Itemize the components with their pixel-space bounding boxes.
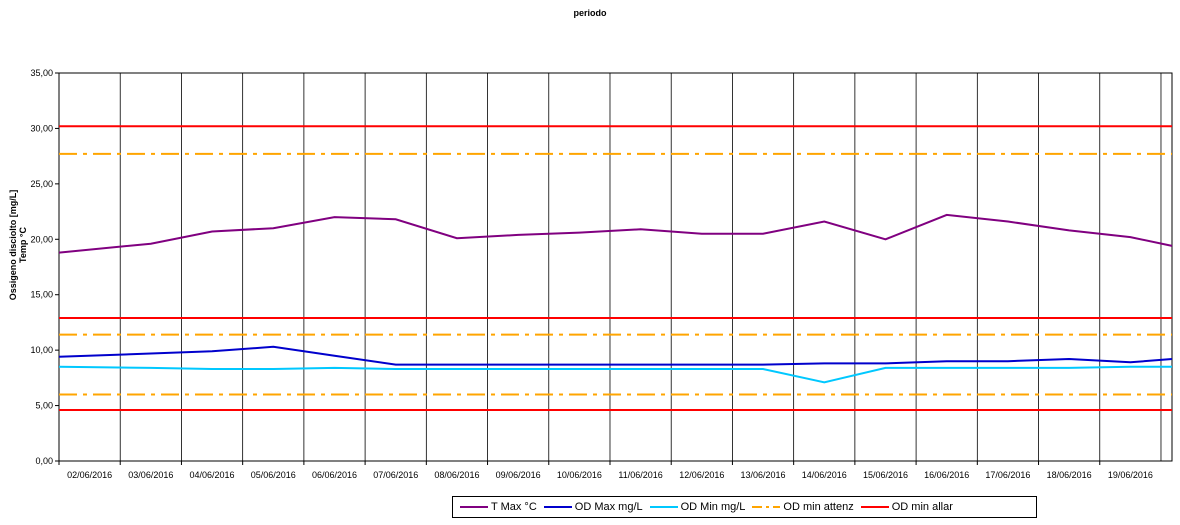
legend-swatch bbox=[860, 506, 889, 508]
y-tick-label: 25,00 bbox=[30, 179, 53, 189]
legend: T Max °C OD Max mg/L OD Min mg/L OD min att… bbox=[452, 496, 1037, 518]
x-tick-label: 04/06/2016 bbox=[190, 470, 235, 480]
x-tick-label: 13/06/2016 bbox=[741, 470, 786, 480]
series-line bbox=[58, 365, 1172, 384]
x-tick-label: 14/06/2016 bbox=[802, 470, 847, 480]
legend-swatch bbox=[649, 506, 678, 508]
x-tick-label: 06/06/2016 bbox=[312, 470, 357, 480]
x-tick-label: 17/06/2016 bbox=[985, 470, 1030, 480]
x-tick-label: 19/06/2016 bbox=[1108, 470, 1153, 480]
legend-entry: OD Max mg/L bbox=[543, 500, 643, 514]
x-tick-label: 09/06/2016 bbox=[496, 470, 541, 480]
y-tick-label: 15,00 bbox=[30, 290, 53, 300]
x-tick-label: 11/06/2016 bbox=[618, 470, 662, 480]
y-tick-label: 35,00 bbox=[30, 68, 53, 78]
x-tick-label: 16/06/2016 bbox=[924, 470, 969, 480]
series-line bbox=[58, 345, 1173, 366]
x-tick-label: 03/06/2016 bbox=[128, 470, 173, 480]
legend-label: OD Min mg/L bbox=[680, 501, 746, 513]
legend-entry: OD min allar bbox=[860, 500, 953, 514]
legend-label: OD min attenz bbox=[783, 501, 854, 513]
legend-label: T Max °C bbox=[491, 501, 537, 513]
y-axis-title-line1: Ossigeno disciolto [mg/L] bbox=[8, 190, 18, 301]
x-tick-label: 10/06/2016 bbox=[557, 470, 602, 480]
x-tick-label: 15/06/2016 bbox=[863, 470, 908, 480]
legend-swatch bbox=[752, 506, 781, 508]
chart-title: periodo bbox=[573, 8, 607, 18]
x-tick-label: 02/06/2016 bbox=[67, 470, 112, 480]
legend-entry: T Max °C bbox=[459, 500, 537, 514]
legend-label: OD min allar bbox=[891, 501, 953, 513]
legend-entry: OD Min mg/L bbox=[649, 500, 746, 514]
x-tick-label: 12/06/2016 bbox=[679, 470, 724, 480]
plot-frame bbox=[58, 72, 1173, 462]
x-tick-label: 05/06/2016 bbox=[251, 470, 296, 480]
series-line bbox=[58, 213, 1173, 254]
x-tick-label: 08/06/2016 bbox=[434, 470, 479, 480]
legend-swatch bbox=[543, 506, 572, 508]
y-axis-title-line2: Temp °C bbox=[18, 227, 28, 263]
y-tick-label: 0,00 bbox=[35, 456, 53, 466]
legend-label: OD Max mg/L bbox=[574, 501, 643, 513]
x-tick-label: 18/06/2016 bbox=[1047, 470, 1092, 480]
y-tick-label: 30,00 bbox=[30, 123, 53, 133]
legend-swatch bbox=[460, 506, 488, 508]
x-tick-label: 07/06/2016 bbox=[373, 470, 418, 480]
y-tick-label: 10,00 bbox=[30, 345, 53, 355]
legend-entry: OD min attenz bbox=[751, 500, 854, 514]
line-chart: 0,00 5,00 10,00 15,00 20,00 25,00 30,00 35,00 02… bbox=[8, 68, 1173, 480]
y-tick-label: 20,00 bbox=[30, 234, 53, 244]
y-tick-label: 5,00 bbox=[35, 401, 53, 411]
plot-area: 0,00 5,00 10,00 15,00 20,00 25,00 30,00 35,00 02… bbox=[30, 68, 1173, 480]
